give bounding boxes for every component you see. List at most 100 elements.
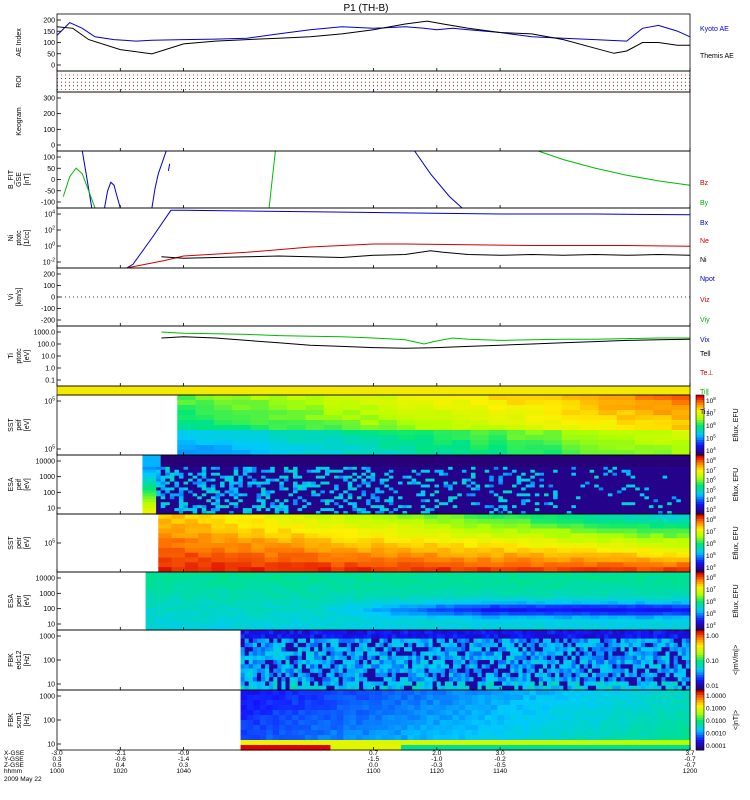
spectrogram-cell [273,634,278,640]
spectrogram-cell [210,481,217,486]
spectrogram-cell [521,478,527,483]
spectrogram-cell [359,642,364,648]
spectrogram-cell [324,463,331,468]
spectrogram-cell [315,466,321,471]
spectrogram-cell [372,615,383,620]
spectrogram-cell [663,523,678,530]
spectrogram-cell [359,638,364,644]
spectrogram-cell [526,597,537,602]
spectrogram-cell [379,642,385,648]
spectrogram-cell [454,622,464,627]
spectrogram-cell [420,651,426,657]
spectrogram-cell [580,493,586,497]
spectrogram-cell [281,622,292,627]
spectrogram-cell [435,597,446,602]
spectrogram-cell [580,425,600,431]
spectrogram-cell [417,572,428,577]
spectrogram-cell [448,638,454,644]
spectrogram-cell [209,597,219,602]
spectrogram-cell [184,562,199,568]
spectrogram-cell [218,593,228,598]
spectrogram-cell [334,668,340,674]
spectrogram-cell [648,478,655,483]
spectrogram-cell [263,593,274,598]
spectrogram-cell [437,538,452,544]
spectrogram-cell [566,490,572,494]
spectrogram-cell [145,626,156,631]
spectrogram-cell [662,511,668,515]
spectrogram-cell [238,547,252,554]
spectrogram-cell [326,672,332,678]
spectrogram-cell [172,586,183,591]
spectrogram-cell [251,499,258,503]
spectrogram-cell [242,475,248,480]
spectrogram-cell [484,481,490,486]
spectrogram-cell [261,472,267,477]
spectrogram-cell [534,499,541,503]
spectrogram-cell [434,484,440,489]
spectrogram-cell [671,484,677,489]
spectrogram-cell [261,484,267,489]
spectrogram-cell [192,472,198,477]
spectrogram-cell [215,475,221,480]
spectrogram-cell [346,651,352,657]
spectrogram-cell [285,647,291,653]
spectrogram-cell [233,496,239,500]
spectrogram-cell [213,400,233,406]
spectrogram-cell [461,511,468,515]
spectrogram-cell [544,626,555,631]
spectrogram-cell [572,572,582,577]
spectrogram-cell [534,478,541,483]
spectrogram-cell [247,466,253,471]
spectrogram-cell [347,499,353,503]
spectrogram-cell [285,672,291,678]
spectrogram-cell [238,478,244,483]
spectrogram-cell [350,651,356,657]
spectrogram-cell [680,626,691,631]
spectrogram-cell [379,487,385,491]
spectrogram-cell [490,543,505,549]
spectrogram-cell [539,472,545,477]
spectrogram-cell [470,440,490,446]
spectrogram-cell [350,685,356,691]
spectrogram-cell [224,475,230,480]
spectrogram-cell [306,505,312,509]
spectrogram-cell [630,484,636,489]
spectrogram-cell [375,499,381,503]
spectrogram-cell [213,430,233,436]
spectrogram-cell [264,547,279,554]
spectrogram-cell [261,642,266,648]
spectrogram-cell [543,475,550,480]
spectrogram-cell [598,463,604,468]
spectrogram-cell [599,601,609,606]
spectrogram-cell [680,457,687,462]
spectrogram-cell [281,647,287,653]
spectrogram-cell [156,496,162,500]
spectrogram-cell [571,463,577,468]
spectrogram-cell [209,582,219,588]
spectrogram-cell [448,463,454,468]
spectrogram-cell [317,552,332,559]
spectrogram-cell [623,533,638,539]
spectrogram-cell [281,685,287,691]
spectrogram-cell [156,511,162,515]
spectrogram-cell [361,463,367,468]
spectrogram-cell [360,415,380,421]
spectrogram-cell [543,469,550,474]
spectrogram-cell [420,511,426,515]
spectrogram-cell [535,575,546,580]
spectrogram-cell [635,457,641,462]
spectrogram-cell [334,469,340,474]
spectrogram-cell [288,460,294,465]
spectrogram-cell [433,445,453,451]
spectrogram-cell [391,647,397,653]
spectrogram-cell [304,533,319,539]
spectrogram-cell [265,455,271,459]
spectrogram-cell [165,455,171,459]
spectrogram-cell [147,472,153,477]
spectrogram-cell [610,567,625,573]
spectrogram-cell [589,499,595,503]
spectrogram-cell [466,508,472,512]
spectrogram-cell [158,523,173,530]
spectrogram-cell [395,642,401,648]
